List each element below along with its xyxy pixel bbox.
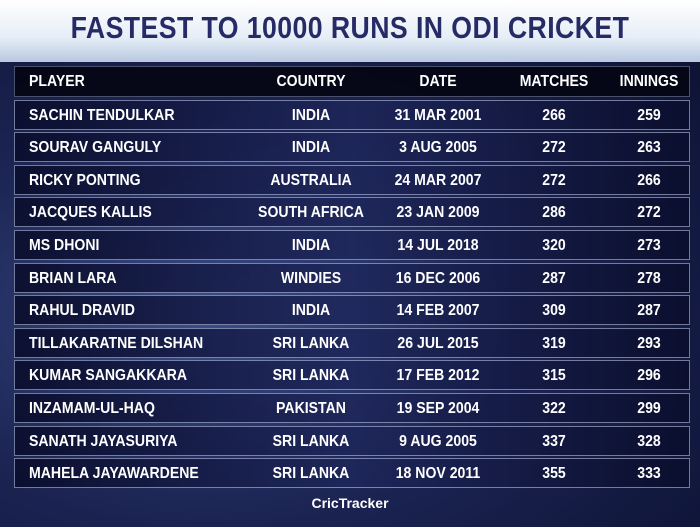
table-cell: 309 [542,302,566,320]
table-cell: 26 JUL 2015 [397,334,479,352]
table-cell: 17 FEB 2012 [396,367,480,385]
table-cell: SANATH JAYASURIYA [29,432,178,450]
table-cell: 18 NOV 2011 [395,465,481,483]
table-row: RICKY PONTING AUSTRALIA 24 MAR 2007 272 266 [14,164,690,195]
table-row: SOURAV GANGULY INDIA 3 AUG 2005 272 263 [14,132,690,163]
table-cell: 9 AUG 2005 [399,432,477,450]
table-cell: RAHUL DRAVID [29,302,135,320]
table-cell: BRIAN LARA [29,269,117,287]
table-cell: WINDIES [280,269,342,287]
table-cell: MAHELA JAYAWARDENE [29,465,199,483]
table-cell: 3 AUG 2005 [399,139,477,157]
table-cell: 286 [542,204,566,222]
table-row: JACQUES KALLIS SOUTH AFRICA 23 JAN 2009 286… [14,197,690,228]
table-cell: 266 [637,171,661,189]
brand: CricTracker [311,495,389,511]
table-cell: INDIA [291,302,331,320]
table-row: TILLAKARATNE DILSHAN SRI LANKA 26 JUL 2015… [14,327,690,358]
table-cell: INDIA [291,236,331,254]
table-cell: SOURAV GANGULY [29,139,162,157]
table-cell: PAKISTAN [276,399,346,417]
table-cell: 278 [637,269,661,287]
table-row: RAHUL DRAVID INDIA 14 FEB 2007 309 287 [14,295,690,326]
column-header: PLAYER [29,73,85,90]
table-cell: 266 [542,106,566,124]
table-cell: MS DHONI [29,236,100,254]
header-row: PLAYER COUNTRY DATE MATCHES INNINGS [14,66,690,97]
table-row: BRIAN LARA WINDIES 16 DEC 2006 287 278 [14,262,690,293]
title-band [0,0,700,62]
table-cell: 24 MAR 2007 [394,171,482,189]
table-cell: 337 [542,432,566,450]
table-cell: 355 [542,465,566,483]
table-cell: JACQUES KALLIS [29,204,152,222]
table-cell: 14 JUL 2018 [397,236,479,254]
table-cell: INDIA [291,106,331,124]
column-header: MATCHES [519,73,589,90]
table-cell: 259 [637,106,661,124]
table-cell: 14 FEB 2007 [396,302,480,320]
table-cell: SRI LANKA [272,432,350,450]
table-cell: 293 [637,334,661,352]
table-cell: 272 [637,204,661,222]
table-cell: INZAMAM-UL-HAQ [29,399,155,417]
table-row: MAHELA JAYAWARDENE SRI LANKA 18 NOV 2011 35… [14,458,690,489]
table-cell: SRI LANKA [272,367,350,385]
table-cell: 31 MAR 2001 [394,106,482,124]
column-header: DATE [419,73,457,90]
table-cell: 287 [542,269,566,287]
table-row: INZAMAM-UL-HAQ PAKISTAN 19 SEP 2004 322 299 [14,392,690,423]
table-cell: 272 [542,139,566,157]
table-cell: SRI LANKA [272,465,350,483]
table-cell: 19 SEP 2004 [396,399,480,417]
table-cell: 273 [637,236,661,254]
table-cell: 272 [542,171,566,189]
table-cell: 322 [542,399,566,417]
table-cell: KUMAR SANGAKKARA [29,367,188,385]
table-cell: 320 [542,236,566,254]
table-cell: 315 [542,367,566,385]
table-row: MS DHONI INDIA 14 JUL 2018 320 273 [14,229,690,260]
table-row: SACHIN TENDULKAR INDIA 31 MAR 2001 266 259 [14,99,690,130]
table-row: SANATH JAYASURIYA SRI LANKA 9 AUG 2005 337 3… [14,425,690,456]
table-cell: 23 JAN 2009 [396,204,480,222]
column-header: COUNTRY [276,73,346,90]
title: FASTEST TO 10000 RUNS IN ODI CRICKET [70,10,630,45]
table-row: KUMAR SANGAKKARA SRI LANKA 17 FEB 2012 315 2… [14,360,690,391]
table-cell: SACHIN TENDULKAR [29,106,175,124]
table-cell: 328 [637,432,661,450]
table-cell: 296 [637,367,661,385]
table-cell: 333 [637,465,661,483]
table-cell: 263 [637,139,661,157]
table-cell: SRI LANKA [272,334,350,352]
table-cell: 287 [637,302,661,320]
table-cell: AUSTRALIA [270,171,352,189]
table-cell: RICKY PONTING [29,171,141,189]
table-cell: SOUTH AFRICA [258,204,364,222]
table: PLAYER COUNTRY DATE MATCHES INNINGS SACHIN TE… [14,66,690,491]
table-cell: TILLAKARATNE DILSHAN [29,334,204,352]
table-cell: INDIA [291,139,331,157]
column-header: INNINGS [619,73,679,90]
table-cell: 299 [637,399,661,417]
table-cell: 319 [542,334,566,352]
table-cell: 16 DEC 2006 [395,269,481,287]
